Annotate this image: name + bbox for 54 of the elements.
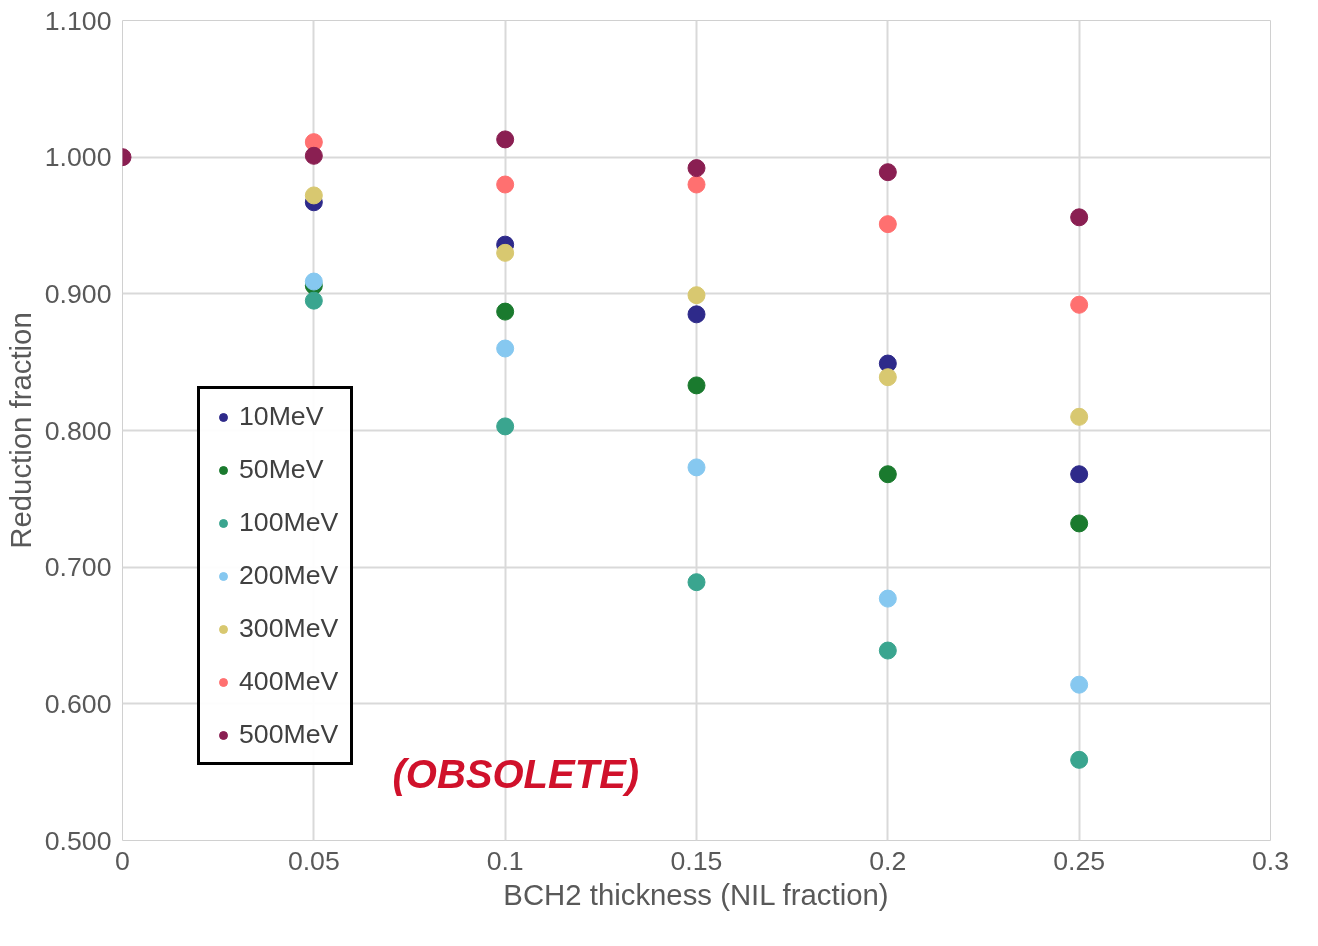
point — [496, 130, 515, 149]
point — [1070, 514, 1089, 533]
legend-label: 500MeV — [239, 719, 339, 750]
point — [687, 376, 706, 395]
point — [1070, 465, 1089, 484]
x-tick-label: 0.1 — [486, 845, 524, 876]
y-axis-title: Reduction fraction — [3, 312, 37, 549]
y-tick-label: 0.900 — [44, 278, 112, 309]
x-tick-label: 0.3 — [1251, 845, 1290, 876]
point — [304, 146, 323, 165]
point — [878, 368, 897, 387]
point — [687, 175, 706, 194]
point — [687, 305, 706, 324]
y-tick-label: 0.700 — [44, 552, 112, 583]
point — [496, 302, 515, 321]
x-tick-label: 0.05 — [287, 845, 340, 876]
legend-label: 10MeV — [239, 401, 324, 432]
x-tick-label: 0.2 — [869, 845, 907, 876]
point — [1070, 208, 1089, 227]
y-tick-label: 0.800 — [44, 415, 112, 446]
y-tick-label: 0.500 — [44, 825, 112, 856]
point — [687, 286, 706, 305]
y-tick-label: 1.100 — [44, 5, 112, 36]
x-tick-label: 0.15 — [670, 845, 723, 876]
annotation: (OBSOLETE) — [392, 751, 640, 796]
x-tick-label: 0.25 — [1053, 845, 1106, 876]
x-axis-title: BCH2 thickness (NIL fraction) — [503, 877, 889, 911]
legend-label: 400MeV — [239, 666, 339, 697]
point — [1070, 295, 1089, 314]
y-tick-label: 1.000 — [44, 142, 112, 173]
point — [1070, 675, 1089, 694]
point — [304, 291, 323, 310]
point — [304, 272, 323, 291]
point — [496, 243, 515, 262]
y-tick-label: 0.600 — [44, 688, 112, 719]
point — [687, 573, 706, 592]
point — [1070, 750, 1089, 769]
point — [878, 641, 897, 660]
point — [878, 163, 897, 182]
point — [878, 465, 897, 484]
point — [304, 186, 323, 205]
point — [687, 458, 706, 477]
point — [1070, 407, 1089, 426]
point — [496, 417, 515, 436]
x-tick-label: 0 — [115, 845, 130, 876]
point — [687, 159, 706, 178]
point — [496, 339, 515, 358]
legend-label: 300MeV — [239, 613, 339, 644]
legend-label: 50MeV — [239, 454, 324, 485]
point — [496, 175, 515, 194]
legend-label: 100MeV — [239, 507, 339, 538]
point — [878, 589, 897, 608]
legend-label: 200MeV — [239, 560, 339, 591]
point — [878, 215, 897, 234]
